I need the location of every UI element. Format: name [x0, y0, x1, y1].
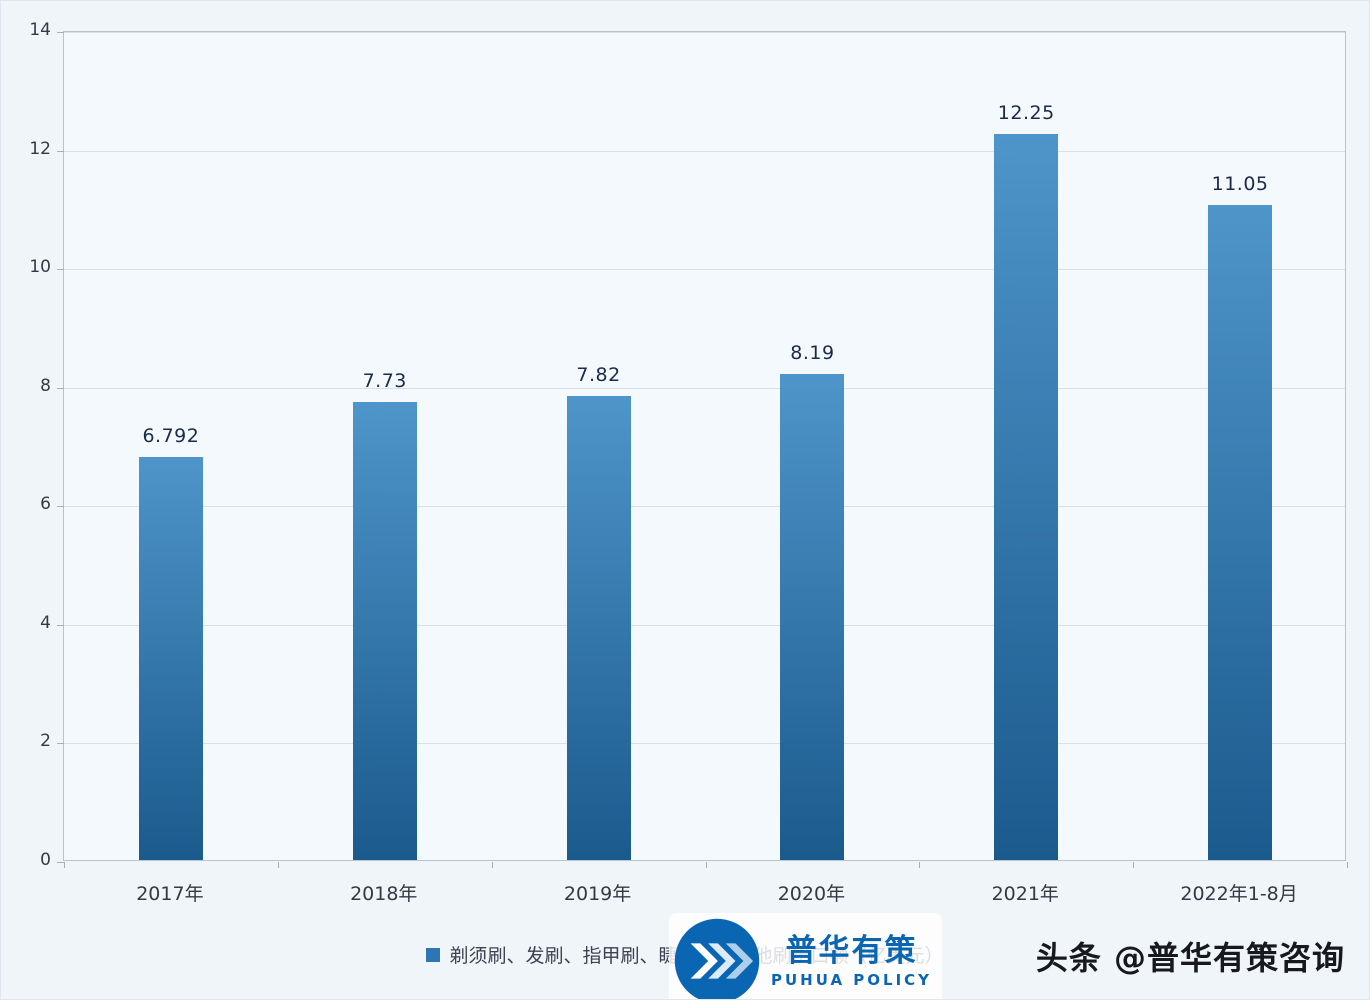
x-axis-label: 2020年	[777, 883, 846, 905]
bar-value-label: 8.19	[790, 342, 835, 365]
bar-value-label: 12.25	[997, 101, 1055, 124]
y-axis-tick-label: 0	[40, 850, 51, 870]
x-axis-tick	[491, 862, 493, 868]
y-axis-tick-label: 4	[40, 612, 51, 633]
bar-value-label: 11.05	[1211, 172, 1269, 195]
brand-watermark: 普华有策 PUHUA POLICY	[669, 913, 943, 999]
bar	[566, 396, 631, 860]
y-axis-tick	[57, 862, 64, 863]
x-axis-tick	[705, 862, 707, 868]
bar-value-label: 7.82	[576, 364, 621, 387]
y-axis-tick	[57, 269, 64, 271]
bar	[352, 401, 417, 860]
x-axis-tick	[64, 862, 65, 868]
brand-name-en: PUHUA POLICY	[771, 970, 933, 989]
bar	[138, 457, 203, 860]
y-axis-tick-label: 12	[29, 138, 51, 159]
x-axis-tick	[1347, 862, 1348, 868]
x-axis-tick	[919, 862, 921, 868]
bar-value-label: 7.73	[362, 369, 407, 392]
gridline	[64, 150, 1345, 152]
y-axis-tick-label: 14	[29, 20, 51, 40]
y-axis-tick-label: 2	[40, 731, 51, 752]
x-axis-label: 2022年1-8月	[1180, 883, 1298, 905]
puhua-policy-logo-icon	[674, 918, 760, 999]
x-axis-label: 2021年	[991, 883, 1059, 905]
x-axis-tick	[277, 862, 279, 868]
x-axis-tick	[1133, 862, 1135, 868]
gridline	[64, 269, 1345, 271]
bar	[780, 374, 845, 860]
y-axis-tick	[57, 387, 64, 389]
gridline	[64, 743, 1345, 745]
brand-name-cn: 普华有策	[785, 933, 918, 970]
gridline	[64, 506, 1345, 508]
toutiao-credit: 头条 @普华有策咨询	[1035, 939, 1345, 977]
y-axis-tick-label: 6	[40, 494, 51, 515]
y-axis-tick	[57, 743, 64, 745]
gridline	[64, 624, 1345, 626]
y-axis-tick	[57, 150, 64, 152]
brand-text: 普华有策 PUHUA POLICY	[771, 933, 932, 988]
x-axis-label: 2017年	[136, 883, 204, 905]
legend-marker-icon	[426, 947, 441, 962]
plot-area: 6.792 7.73 7.82 8.19 12.25 11.05	[57, 31, 1348, 868]
bar-value-label: 6.792	[142, 425, 200, 448]
bar	[994, 133, 1059, 860]
y-axis-tick	[57, 32, 64, 33]
y-axis-tick	[57, 624, 64, 626]
x-axis-label: 2018年	[350, 883, 418, 905]
x-axis-label: 2019年	[563, 883, 632, 905]
y-axis-tick-label: 10	[29, 257, 51, 278]
gridline	[64, 32, 1345, 33]
gridline	[64, 387, 1345, 389]
bar	[1208, 204, 1273, 860]
y-axis-tick	[57, 506, 64, 508]
y-axis-tick-label: 8	[40, 375, 51, 396]
